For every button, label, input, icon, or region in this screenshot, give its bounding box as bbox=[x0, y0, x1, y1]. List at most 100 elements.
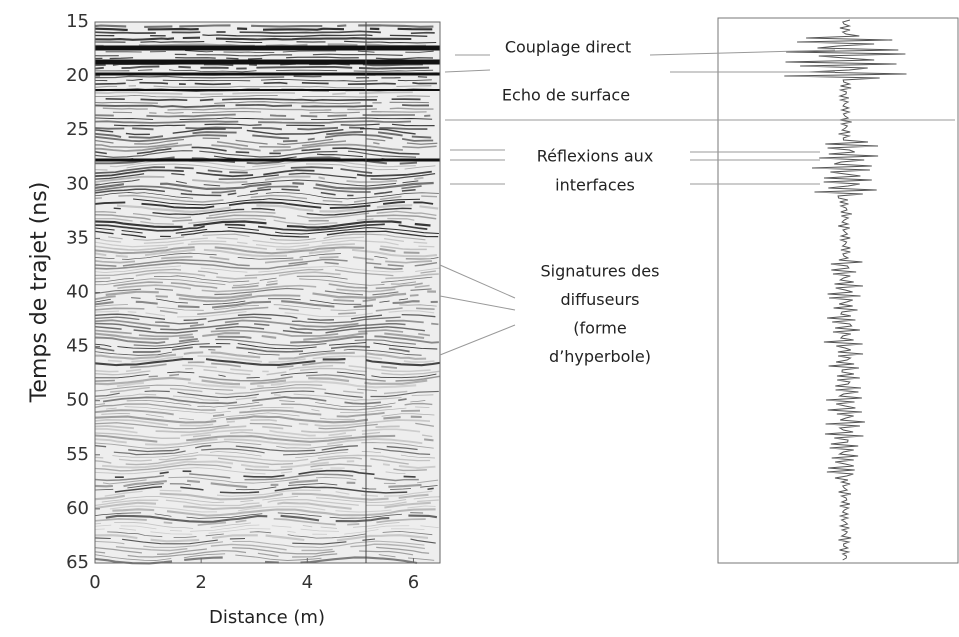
y-tick-label: 30 bbox=[66, 173, 89, 194]
texture-stripe bbox=[94, 402, 433, 411]
texture-stripe bbox=[94, 246, 420, 255]
texture-stripe bbox=[94, 400, 426, 408]
y-tick-label: 55 bbox=[66, 444, 89, 465]
texture-stripe bbox=[94, 434, 434, 443]
texture-stripe bbox=[107, 355, 435, 364]
strong-reflection bbox=[95, 45, 440, 51]
strong-reflection bbox=[95, 72, 440, 76]
texture-stripe bbox=[94, 358, 440, 367]
texture-stripe bbox=[94, 268, 436, 277]
texture-stripe bbox=[94, 226, 439, 235]
texture-stripe bbox=[113, 447, 431, 456]
texture-stripe bbox=[102, 107, 434, 111]
texture-stripe bbox=[94, 479, 422, 489]
x-tick-label: 2 bbox=[195, 572, 206, 593]
texture-stripe bbox=[94, 351, 427, 360]
texture-stripe bbox=[94, 431, 433, 440]
texture-stripe bbox=[94, 239, 435, 248]
texture-stripe bbox=[108, 233, 426, 241]
leader-line bbox=[444, 69, 491, 73]
texture-stripe bbox=[105, 290, 437, 300]
texture-stripe bbox=[94, 236, 428, 245]
texture-stripe bbox=[94, 81, 437, 86]
texture-stripe bbox=[94, 501, 431, 511]
texture-stripe bbox=[94, 390, 439, 399]
y-tick-label: 40 bbox=[66, 282, 89, 303]
x-axis-label: Distance (m) bbox=[209, 607, 325, 628]
texture-stripe bbox=[113, 123, 435, 127]
x-tick-label: 0 bbox=[89, 572, 100, 593]
texture-stripe bbox=[94, 492, 429, 501]
texture-stripe bbox=[109, 505, 436, 513]
texture-stripe bbox=[94, 65, 430, 70]
texture-stripe bbox=[94, 512, 424, 519]
annotation-text: diffuseurs bbox=[561, 290, 640, 309]
texture-stripe bbox=[94, 243, 427, 251]
texture-stripe bbox=[94, 418, 431, 427]
texture-stripe bbox=[94, 137, 438, 146]
texture-stripe bbox=[107, 530, 433, 539]
y-tick-label: 60 bbox=[66, 498, 89, 519]
annotation-text: (forme bbox=[573, 319, 626, 338]
texture-stripe bbox=[94, 524, 439, 532]
texture-stripe bbox=[94, 271, 439, 280]
texture-stripe bbox=[112, 508, 436, 517]
annotation-text: Réflexions aux bbox=[537, 147, 654, 166]
strong-reflection bbox=[95, 89, 440, 91]
texture-stripe bbox=[94, 56, 434, 60]
texture-stripe bbox=[94, 304, 437, 311]
texture-stripe bbox=[94, 169, 432, 178]
texture-stripe bbox=[94, 364, 431, 373]
y-axis-label: Temps de trajet (ns) bbox=[27, 182, 52, 404]
texture-stripe bbox=[94, 133, 434, 143]
texture-stripe bbox=[94, 27, 433, 32]
texture-stripe bbox=[94, 287, 432, 296]
leader-line bbox=[439, 295, 516, 311]
texture-stripe bbox=[94, 454, 431, 462]
leader-line bbox=[649, 49, 836, 56]
texture-stripe bbox=[114, 486, 434, 494]
texture-stripe bbox=[94, 537, 436, 545]
texture-stripe bbox=[94, 313, 436, 321]
texture-stripe bbox=[94, 248, 438, 258]
y-tick-label: 25 bbox=[66, 119, 89, 140]
trace-waveform bbox=[784, 19, 907, 561]
texture-stripe bbox=[117, 284, 430, 293]
texture-stripe bbox=[105, 50, 434, 53]
texture-stripe bbox=[95, 371, 437, 379]
texture-stripe bbox=[94, 393, 434, 401]
texture-stripe bbox=[113, 281, 423, 290]
texture-stripe bbox=[94, 438, 423, 446]
texture-stripe bbox=[104, 489, 433, 497]
texture-stripe bbox=[94, 126, 428, 131]
annotation-text: interfaces bbox=[555, 176, 635, 195]
annotation-text: d’hyperbole) bbox=[549, 347, 651, 366]
texture-stripe bbox=[94, 140, 437, 149]
texture-stripe bbox=[102, 476, 439, 485]
texture-stripe bbox=[106, 406, 430, 414]
y-tick-label: 20 bbox=[66, 65, 89, 86]
texture-stripe bbox=[94, 163, 436, 171]
texture-stripe bbox=[94, 85, 432, 89]
texture-stripe bbox=[94, 482, 438, 491]
texture-stripe bbox=[94, 24, 434, 28]
texture-stripe bbox=[94, 40, 437, 44]
texture-stripe bbox=[94, 540, 425, 549]
texture-stripe bbox=[112, 451, 435, 459]
texture-stripe bbox=[94, 103, 430, 109]
texture-stripe bbox=[94, 265, 440, 274]
texture-stripe bbox=[94, 220, 431, 229]
leader-line bbox=[439, 264, 516, 299]
texture-stripe bbox=[95, 95, 430, 98]
x-tick-label: 4 bbox=[302, 572, 313, 593]
annotation-leaders bbox=[439, 49, 955, 356]
texture-stripe bbox=[94, 213, 437, 222]
texture-stripe bbox=[94, 78, 432, 82]
texture-stripe bbox=[94, 422, 434, 430]
texture-stripe bbox=[94, 275, 433, 283]
texture-stripe bbox=[101, 412, 435, 421]
texture-stripe bbox=[94, 181, 434, 190]
texture-stripe bbox=[94, 34, 428, 37]
texture-stripe bbox=[94, 210, 437, 219]
